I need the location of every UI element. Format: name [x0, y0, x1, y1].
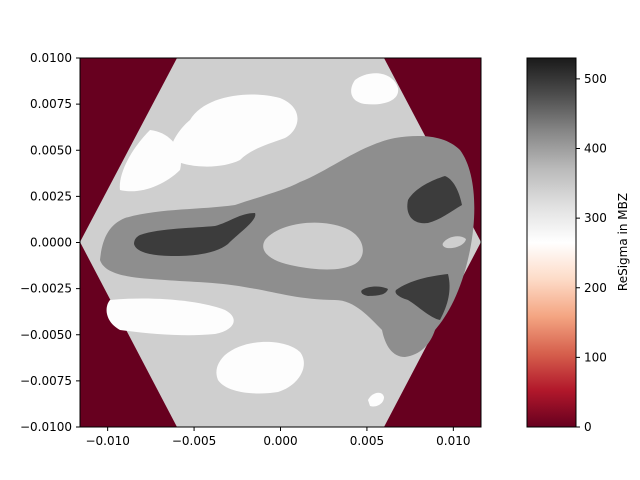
dark-gray-band-region — [361, 286, 388, 296]
x-tick-label: −0.005 — [172, 434, 216, 448]
colorbar-gradient — [527, 58, 576, 427]
light-gray-band-region — [442, 236, 466, 249]
x-tick-label: 0.000 — [263, 434, 297, 448]
colorbar-tick-label: 100 — [584, 350, 607, 364]
colorbar: 0 100 200 300 400 500 ReSigma in MBZ — [526, 57, 630, 434]
white-band-region — [169, 94, 298, 167]
colorbar-label: ReSigma in MBZ — [616, 193, 630, 291]
dark-gray-band-region — [395, 274, 450, 320]
white-band-region — [119, 130, 181, 192]
colorbar-tick-label: 400 — [584, 142, 607, 156]
x-axis: −0.010 −0.005 0.000 0.005 0.010 — [85, 427, 471, 448]
x-tick-label: 0.010 — [436, 434, 470, 448]
y-tick-label: 0.0100 — [30, 51, 72, 65]
colorbar-tick-label: 300 — [584, 211, 607, 225]
y-tick-label: 0.0025 — [30, 189, 72, 203]
y-tick-label: 0.0075 — [30, 97, 72, 111]
y-tick-label: 0.0050 — [30, 143, 72, 157]
white-band-region — [368, 392, 384, 407]
y-tick-label: −0.0075 — [20, 374, 72, 388]
colorbar-frame — [526, 57, 577, 428]
colorbar-ticks: 0 100 200 300 400 500 — [576, 72, 607, 434]
x-tick-label: 0.005 — [350, 434, 384, 448]
y-tick-label: −0.0100 — [20, 420, 72, 434]
white-band-region — [216, 341, 304, 394]
dark-gray-band-region — [407, 176, 462, 224]
y-tick-label: −0.0025 — [20, 282, 72, 296]
heatmap-plot-area — [80, 58, 481, 427]
x-tick-label: −0.010 — [85, 434, 129, 448]
light-gray-band-region — [263, 222, 363, 270]
dark-gray-band-region — [134, 213, 256, 256]
colorbar-tick-label: 500 — [584, 72, 607, 86]
white-band-region — [106, 298, 234, 336]
y-tick-label: −0.0050 — [20, 328, 72, 342]
white-band-region — [351, 73, 399, 105]
colorbar-tick-label: 200 — [584, 281, 607, 295]
colorbar-tick-label: 0 — [584, 420, 592, 434]
y-tick-label: 0.0000 — [30, 236, 72, 250]
y-axis: 0.0100 0.0075 0.0050 0.0025 0.0000 −0.0025 −0.… — [20, 51, 80, 434]
